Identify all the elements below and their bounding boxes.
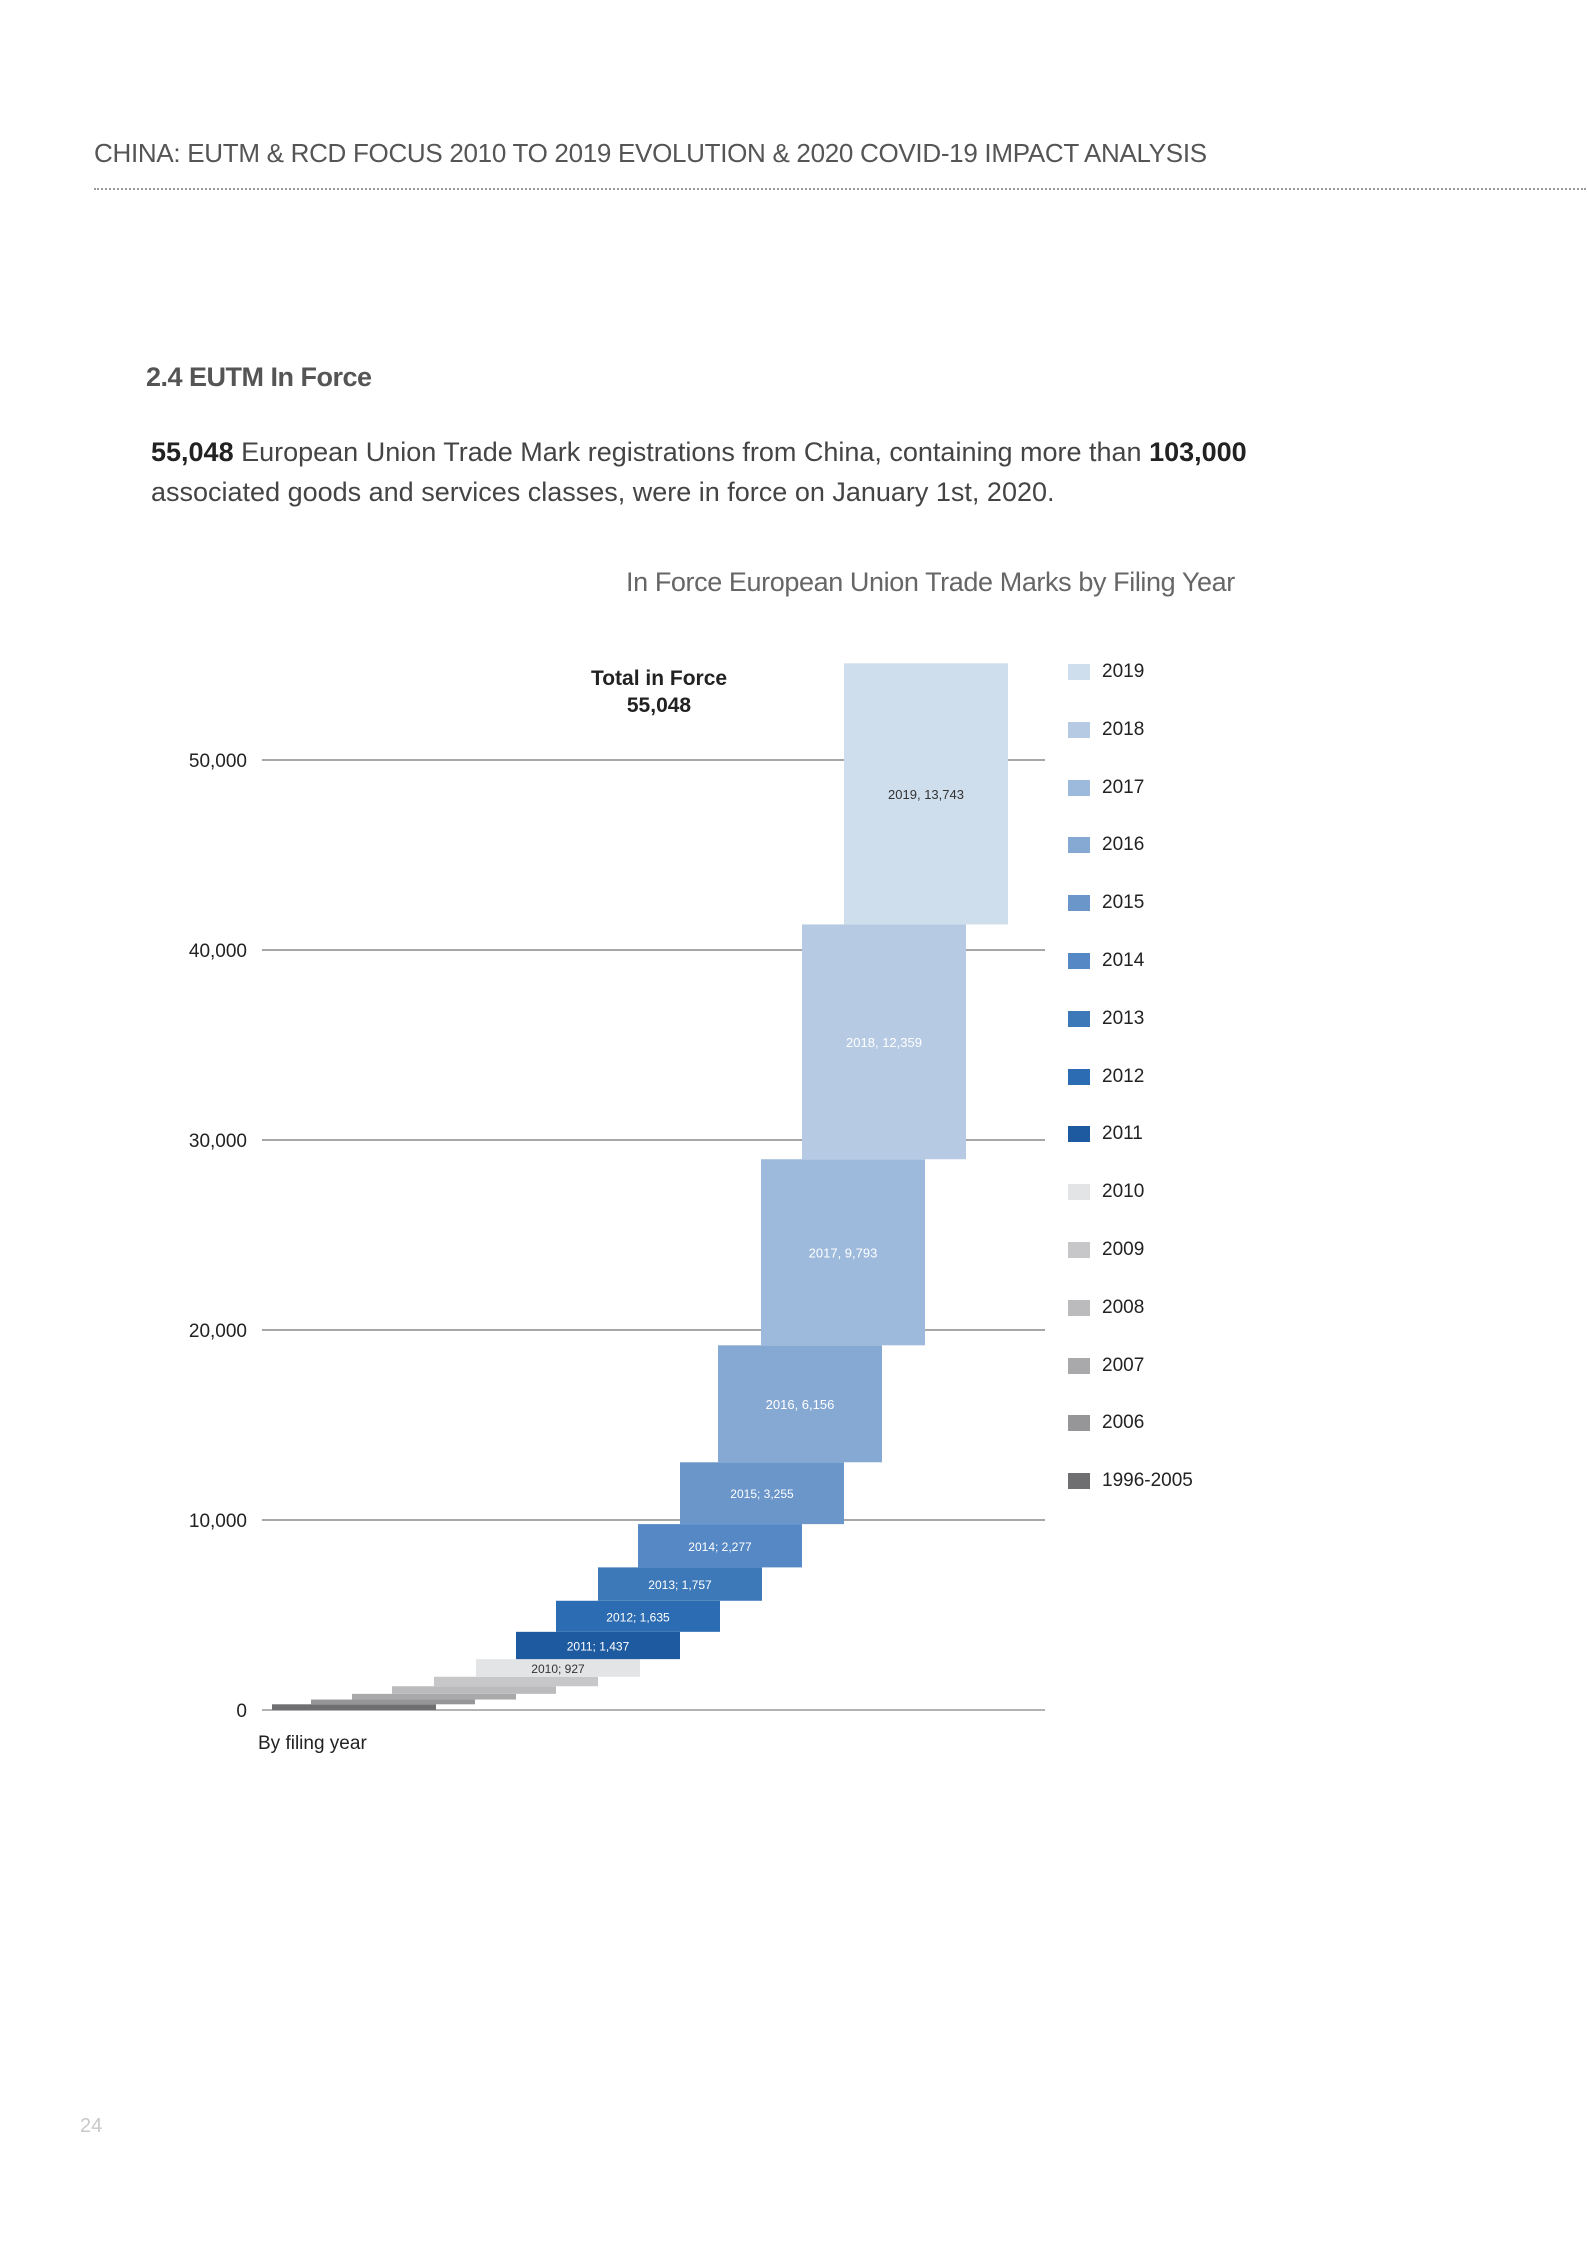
- bar-data-label: 2013; 1,757: [648, 1578, 712, 1592]
- bar: [392, 1686, 556, 1694]
- bar: [434, 1676, 598, 1687]
- page-header-title: CHINA: EUTM & RCD FOCUS 2010 TO 2019 EVO…: [94, 138, 1207, 168]
- header-divider: [94, 188, 1586, 190]
- intro-bold-count: 55,048: [151, 437, 234, 467]
- bar: [802, 924, 966, 1160]
- section-title: 2.4 EUTM In Force: [146, 362, 372, 392]
- bar: [311, 1699, 475, 1705]
- legend-swatch: [1068, 1126, 1090, 1143]
- y-tick-label: 20,000: [189, 1321, 247, 1342]
- y-tick-label: 40,000: [189, 941, 247, 962]
- legend-label: 2017: [1102, 776, 1145, 798]
- legend-label: 2009: [1102, 1239, 1145, 1260]
- bar-data-label: 2016, 6,156: [766, 1397, 835, 1412]
- bar: [680, 1462, 844, 1525]
- bar-data-label: 2017, 9,793: [809, 1245, 878, 1260]
- legend-swatch: [1068, 779, 1090, 796]
- bar-data-label: 2011; 1,437: [567, 1639, 630, 1653]
- legend-swatch: [1068, 1068, 1090, 1085]
- chart-title: In Force European Union Trade Marks by F…: [626, 567, 1235, 597]
- legend-label: 2016: [1102, 834, 1145, 856]
- bar: [598, 1567, 762, 1601]
- legend-label: 2012: [1102, 1065, 1145, 1087]
- bar: [272, 1704, 436, 1710]
- bar: [761, 1159, 925, 1346]
- legend-swatch: [1068, 1299, 1090, 1316]
- total-value: 55,048: [627, 694, 692, 717]
- y-tick-label: 30,000: [189, 1131, 247, 1152]
- bar: [844, 663, 1008, 925]
- bar: [638, 1524, 802, 1568]
- legend-label: 1996-2005: [1102, 1470, 1193, 1492]
- legend-swatch: [1068, 1184, 1090, 1201]
- legend-swatch: [1068, 1473, 1090, 1490]
- legend-swatch: [1068, 664, 1090, 680]
- legend-label: 2019: [1102, 661, 1145, 682]
- bar-data-label: 2010; 927: [531, 1662, 585, 1676]
- legend-label: 2011: [1102, 1123, 1143, 1145]
- bar-data-label: 2015; 3,255: [730, 1487, 794, 1501]
- legend-swatch: [1068, 1357, 1090, 1374]
- legend-swatch: [1068, 953, 1090, 969]
- legend-swatch: [1068, 1242, 1090, 1258]
- legend-swatch: [1068, 1010, 1090, 1027]
- intro-text-1: European Union Trade Mark registrations …: [233, 437, 1150, 467]
- total-label: Total in Force: [591, 667, 727, 690]
- bar-data-label: 2012; 1,635: [606, 1610, 670, 1624]
- page-number: 24: [80, 2115, 103, 2137]
- legend-label: 2010: [1102, 1181, 1145, 1203]
- bar: [476, 1659, 640, 1677]
- legend-label: 2018: [1102, 718, 1145, 740]
- legend-label: 2013: [1102, 1007, 1145, 1029]
- waterfall-chart: 0 10,000 20,000 30,000 40,000 50,000 2010; 927…: [189, 663, 1045, 1754]
- legend-label: 2008: [1102, 1296, 1145, 1318]
- y-tick-label: 50,000: [189, 751, 247, 772]
- bar-data-label: 2019, 13,743: [888, 787, 964, 802]
- legend-label: 2007: [1102, 1354, 1145, 1376]
- y-tick-label: 10,000: [189, 1511, 247, 1532]
- legend-swatch: [1068, 837, 1090, 854]
- legend-swatch: [1068, 895, 1090, 912]
- legend-swatch: [1068, 721, 1090, 738]
- bar: [516, 1631, 680, 1660]
- bar-data-label: 2018, 12,359: [846, 1035, 922, 1050]
- y-tick-label: 0: [236, 1701, 247, 1722]
- bar: [352, 1693, 516, 1700]
- legend-label: 2006: [1102, 1412, 1145, 1434]
- legend-swatch: [1068, 1415, 1090, 1432]
- bar-data-label: 2014; 2,277: [688, 1540, 752, 1554]
- bar: [718, 1345, 882, 1463]
- legend-label: 2014: [1102, 950, 1145, 971]
- bar: [556, 1600, 720, 1632]
- intro-bold-classes: 103,000: [1149, 437, 1247, 467]
- x-axis-label: By filing year: [258, 1733, 367, 1754]
- intro-text-2: associated goods and services classes, w…: [151, 477, 1055, 507]
- legend-label: 2015: [1102, 892, 1145, 914]
- intro-paragraph: 55,048 European Union Trade Mark registr…: [151, 432, 1331, 512]
